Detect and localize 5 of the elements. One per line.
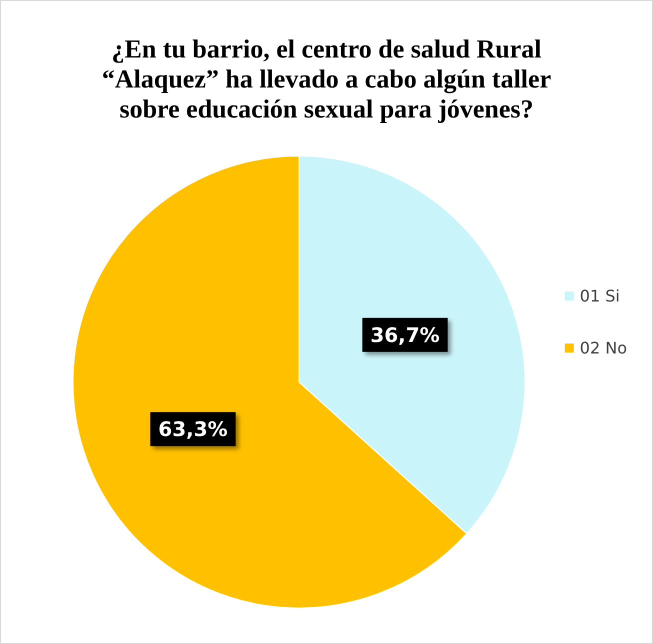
data-label: 63,3% [158, 417, 228, 442]
data-label: 36,7% [370, 322, 440, 347]
legend-label: 02 No [580, 338, 627, 358]
legend-label: 01 Si [580, 286, 620, 306]
chart-title: ¿En tu barrio, el centro de salud Rural “Alaquez” ha llevado a cabo algún taller sobre educación sexual para jóvenes? [102, 34, 552, 124]
